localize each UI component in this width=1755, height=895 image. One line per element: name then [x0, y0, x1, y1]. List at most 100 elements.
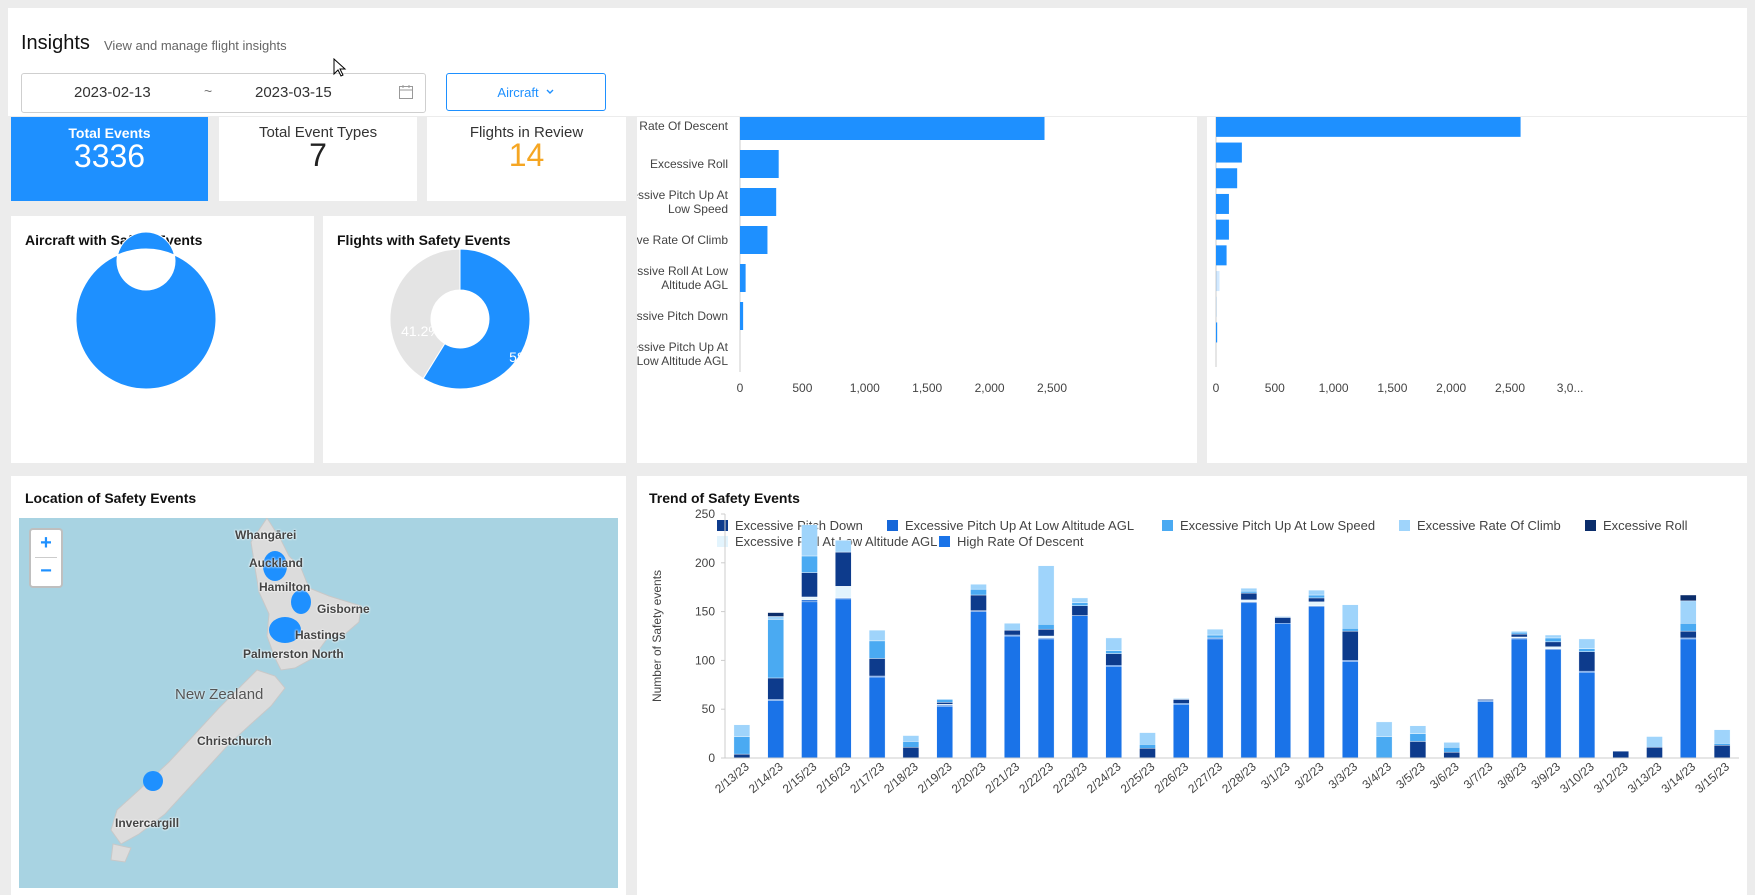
stacked-bar-segment[interactable]: [1240, 590, 1258, 594]
stacked-bar-segment[interactable]: [1375, 721, 1393, 737]
stacked-bar-segment[interactable]: [1004, 635, 1021, 759]
bar[interactable]: [1216, 117, 1521, 137]
stacked-bar-segment[interactable]: [970, 594, 987, 611]
stacked-bar-segment[interactable]: [1004, 623, 1021, 631]
kpi-total-events[interactable]: Total Events 3336: [11, 117, 208, 201]
stacked-bar-segment[interactable]: [1680, 630, 1697, 639]
event-marker[interactable]: [263, 551, 287, 581]
bar[interactable]: [740, 150, 779, 178]
stacked-bar-segment[interactable]: [1680, 638, 1697, 759]
stacked-bar-segment[interactable]: [902, 735, 920, 742]
stacked-bar-segment[interactable]: [767, 700, 784, 759]
stacked-bar-segment[interactable]: [1274, 616, 1291, 618]
stacked-bar-segment[interactable]: [1375, 736, 1393, 759]
stacked-bar-segment[interactable]: [1308, 606, 1325, 759]
bar[interactable]: [1216, 245, 1227, 266]
legend-item[interactable]: Excessive Rate Of Climb: [1399, 518, 1561, 533]
aircraft-select[interactable]: Aircraft: [446, 73, 606, 111]
stacked-bar-segment[interactable]: [1578, 651, 1596, 672]
stacked-bar-segment[interactable]: [1240, 592, 1258, 601]
bar[interactable]: [740, 264, 746, 292]
stacked-bar-segment[interactable]: [801, 572, 818, 598]
stacked-bar-segment[interactable]: [1139, 732, 1156, 745]
kpi-flights-in-review[interactable]: Flights in Review 14: [427, 117, 626, 201]
stacked-bar-segment[interactable]: [835, 540, 852, 553]
bar[interactable]: [740, 226, 768, 254]
legend-item[interactable]: Excessive Pitch Down: [717, 518, 863, 533]
stacked-bar-segment[interactable]: [1511, 633, 1528, 638]
stacked-bar-segment[interactable]: [1646, 736, 1663, 748]
stacked-bar-segment[interactable]: [1511, 631, 1528, 635]
date-end-input[interactable]: 2023-03-15: [255, 84, 332, 101]
bar[interactable]: [1216, 271, 1220, 292]
stacked-bar-segment[interactable]: [1071, 602, 1089, 606]
stacked-bar-segment[interactable]: [1004, 629, 1021, 636]
stacked-bar-segment[interactable]: [733, 724, 751, 737]
stacked-bar-segment[interactable]: [1342, 661, 1359, 759]
donut-slice-flagged[interactable]: [422, 248, 531, 390]
stacked-bar-segment[interactable]: [868, 629, 886, 642]
stacked-bar-segment[interactable]: [1409, 733, 1427, 742]
bar[interactable]: [1216, 322, 1218, 343]
stacked-bar-segment[interactable]: [1443, 742, 1460, 748]
stacked-bar-segment[interactable]: [1511, 630, 1528, 633]
stacked-bar-segment[interactable]: [1037, 628, 1055, 637]
stacked-bar-segment[interactable]: [1308, 597, 1325, 603]
stacked-bar-segment[interactable]: [1139, 744, 1156, 749]
stacked-bar-segment[interactable]: [1477, 701, 1494, 759]
stacked-bar-segment[interactable]: [936, 699, 953, 703]
stacked-bar-segment[interactable]: [936, 702, 953, 705]
bar[interactable]: [740, 302, 744, 330]
stacked-bar-segment[interactable]: [1308, 594, 1325, 599]
stacked-bar-segment[interactable]: [1037, 635, 1055, 639]
stacked-bar-segment[interactable]: [1342, 630, 1359, 661]
stacked-bar-segment[interactable]: [1612, 750, 1629, 759]
date-start-input[interactable]: 2023-02-13: [74, 84, 151, 101]
stacked-bar-segment[interactable]: [1274, 623, 1291, 759]
stacked-bar-segment[interactable]: [1240, 599, 1258, 603]
stacked-bar-segment[interactable]: [1240, 587, 1258, 592]
stacked-bar-segment[interactable]: [1511, 638, 1528, 759]
stacked-bar-segment[interactable]: [902, 747, 920, 759]
stacked-bar-segment[interactable]: [733, 753, 751, 759]
legend-item[interactable]: Excessive Pitch Up At Low Altitude AGL: [887, 518, 1134, 533]
stacked-bar-segment[interactable]: [936, 706, 953, 759]
date-range-picker[interactable]: 2023-02-13 ~ 2023-03-15: [21, 73, 426, 113]
stacked-bar-segment[interactable]: [1477, 699, 1494, 701]
stacked-bar-segment[interactable]: [1578, 671, 1596, 759]
stacked-bar-segment[interactable]: [801, 596, 818, 601]
stacked-bar-segment[interactable]: [1544, 637, 1562, 643]
bar[interactable]: [1216, 219, 1229, 240]
stacked-bar-segment[interactable]: [801, 555, 818, 573]
stacked-bar-segment[interactable]: [835, 598, 852, 759]
stacked-bar-segment[interactable]: [733, 736, 751, 755]
stacked-bar-segment[interactable]: [1646, 747, 1663, 759]
stacked-bar-segment[interactable]: [1037, 638, 1055, 759]
zoom-in-button[interactable]: +: [40, 532, 52, 554]
stacked-bar-segment[interactable]: [1105, 637, 1122, 651]
stacked-bar-segment[interactable]: [1544, 641, 1562, 647]
stacked-bar-segment[interactable]: [1443, 751, 1460, 759]
stacked-bar-segment[interactable]: [1206, 634, 1224, 639]
stacked-bar-segment[interactable]: [767, 616, 784, 620]
stacked-bar-segment[interactable]: [835, 551, 852, 587]
stacked-bar-segment[interactable]: [1409, 741, 1427, 759]
stacked-bar-segment[interactable]: [1578, 648, 1596, 652]
stacked-bar-segment[interactable]: [1680, 600, 1697, 624]
legend-item[interactable]: High Rate Of Descent: [939, 534, 1083, 549]
donut-slice-not-flagged[interactable]: [389, 248, 461, 380]
stacked-bar-segment[interactable]: [1105, 666, 1122, 759]
stacked-bar-segment[interactable]: [1409, 725, 1427, 734]
stacked-bar-segment[interactable]: [1308, 589, 1325, 596]
stacked-bar-segment[interactable]: [1071, 615, 1089, 759]
legend-item[interactable]: Excessive Roll: [1585, 518, 1688, 533]
stacked-bar-segment[interactable]: [970, 611, 987, 759]
bar[interactable]: [740, 188, 777, 216]
stacked-bar-segment[interactable]: [1342, 604, 1359, 629]
calendar-icon[interactable]: [398, 84, 414, 100]
stacked-bar-segment[interactable]: [1544, 649, 1562, 759]
stacked-bar-segment[interactable]: [1680, 623, 1697, 632]
legend-item[interactable]: Excessive Pitch Up At Low Speed: [1162, 518, 1375, 533]
stacked-bar-segment[interactable]: [868, 676, 886, 759]
stacked-bar-segment[interactable]: [1308, 601, 1325, 606]
